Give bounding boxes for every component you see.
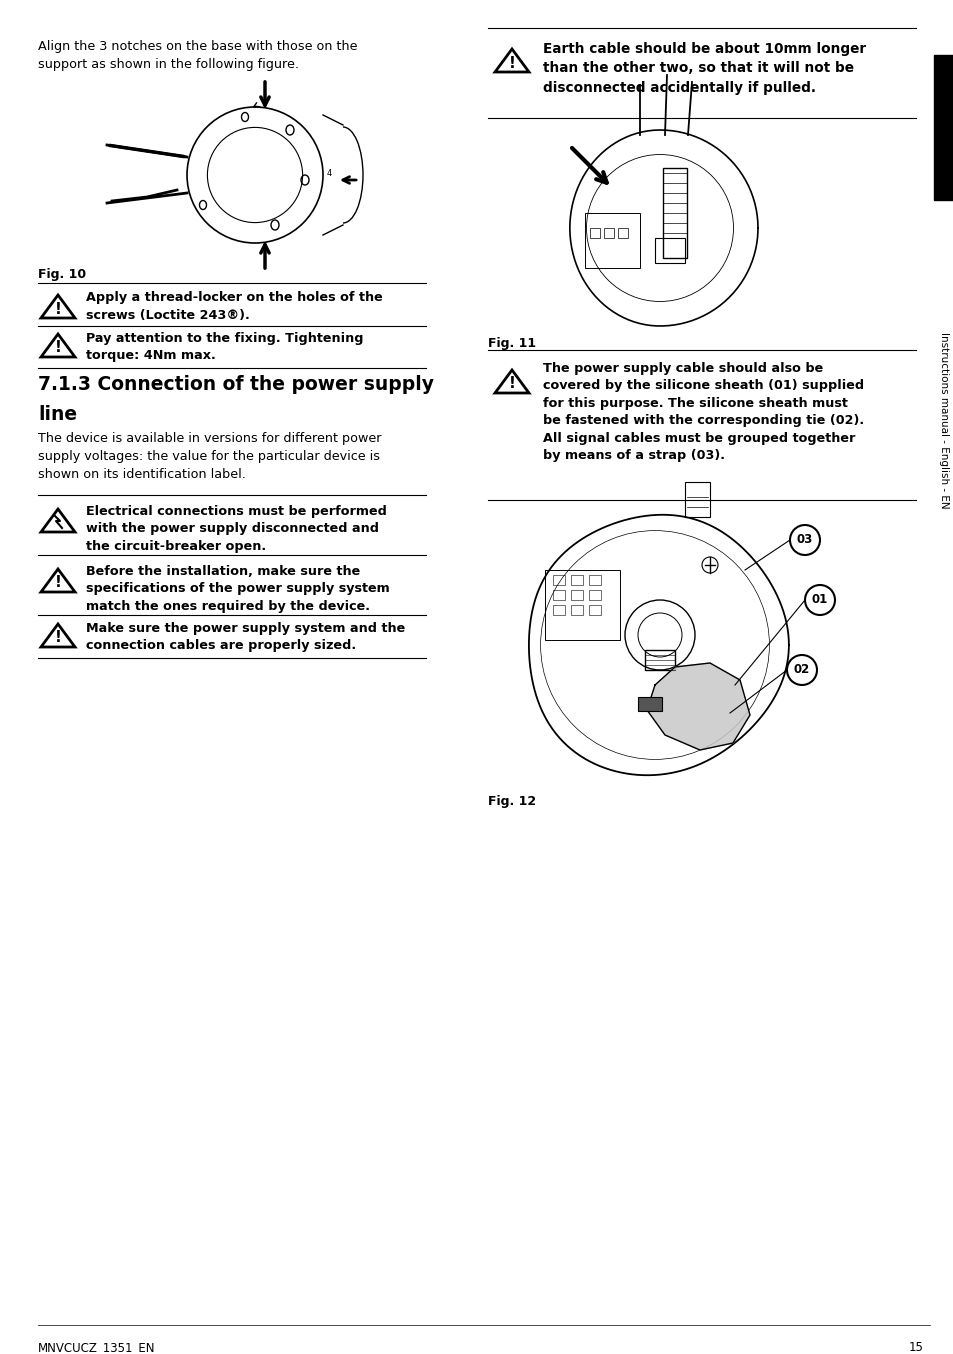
Text: !: ! bbox=[54, 575, 61, 590]
Bar bbox=[588, 590, 600, 600]
Text: Before the installation, make sure the
specifications of the power supply system: Before the installation, make sure the s… bbox=[86, 565, 390, 613]
Text: Instructions manual - English - EN: Instructions manual - English - EN bbox=[938, 332, 948, 508]
Text: Apply a thread-locker on the holes of the
screws (Loctite 243®).: Apply a thread-locker on the holes of th… bbox=[86, 291, 382, 321]
Text: Make sure the power supply system and the
connection cables are properly sized.: Make sure the power supply system and th… bbox=[86, 621, 405, 653]
Bar bbox=[638, 697, 661, 711]
Text: !: ! bbox=[508, 376, 515, 391]
Bar bbox=[588, 605, 600, 615]
Text: The device is available in versions for different power
supply voltages: the val: The device is available in versions for … bbox=[38, 432, 381, 481]
Circle shape bbox=[804, 585, 834, 615]
Text: 01: 01 bbox=[811, 593, 827, 607]
Text: 7.1.3 Connection of the power supply: 7.1.3 Connection of the power supply bbox=[38, 375, 434, 394]
Text: !: ! bbox=[54, 631, 61, 646]
Bar bbox=[588, 575, 600, 585]
Text: 4: 4 bbox=[326, 168, 332, 177]
Bar bbox=[571, 575, 582, 585]
Text: MNVCUCZ_1351_EN: MNVCUCZ_1351_EN bbox=[38, 1340, 155, 1354]
Text: Electrical connections must be performed
with the power supply disconnected and
: Electrical connections must be performed… bbox=[86, 505, 387, 552]
Text: 03: 03 bbox=[796, 533, 812, 547]
Bar bbox=[571, 590, 582, 600]
Text: Fig. 11: Fig. 11 bbox=[488, 337, 536, 349]
Polygon shape bbox=[569, 130, 758, 326]
Text: The power supply cable should also be
covered by the silicone sheath (01) suppli: The power supply cable should also be co… bbox=[542, 362, 863, 463]
Bar bbox=[571, 605, 582, 615]
Text: 02: 02 bbox=[793, 663, 809, 677]
Text: support as shown in the following figure.: support as shown in the following figure… bbox=[38, 58, 298, 70]
Circle shape bbox=[789, 525, 820, 555]
Bar bbox=[662, 168, 686, 259]
Bar bbox=[589, 227, 599, 238]
Polygon shape bbox=[646, 663, 749, 750]
Bar bbox=[684, 482, 709, 517]
Polygon shape bbox=[528, 515, 788, 776]
Text: Earth cable should be about 10mm longer
than the other two, so that it will not : Earth cable should be about 10mm longer … bbox=[542, 42, 865, 95]
Bar bbox=[553, 605, 564, 615]
Bar bbox=[655, 238, 684, 263]
Text: line: line bbox=[38, 405, 77, 424]
Bar bbox=[603, 227, 614, 238]
Bar bbox=[584, 213, 639, 268]
Bar bbox=[618, 227, 627, 238]
Text: !: ! bbox=[54, 302, 61, 317]
Text: !: ! bbox=[508, 56, 515, 70]
Bar bbox=[544, 570, 619, 640]
Bar bbox=[553, 575, 564, 585]
Text: !: ! bbox=[54, 340, 61, 356]
Text: Align the 3 notches on the base with those on the: Align the 3 notches on the base with tho… bbox=[38, 41, 357, 53]
FancyArrowPatch shape bbox=[110, 145, 184, 157]
Bar bbox=[933, 56, 953, 200]
Text: Pay attention to the fixing. Tightening
torque: 4Nm max.: Pay attention to the fixing. Tightening … bbox=[86, 332, 363, 363]
Text: Fig. 12: Fig. 12 bbox=[488, 795, 536, 808]
Circle shape bbox=[786, 655, 816, 685]
Bar bbox=[553, 590, 564, 600]
Text: 15: 15 bbox=[908, 1340, 923, 1354]
Text: Fig. 10: Fig. 10 bbox=[38, 268, 86, 282]
Bar bbox=[644, 650, 675, 670]
